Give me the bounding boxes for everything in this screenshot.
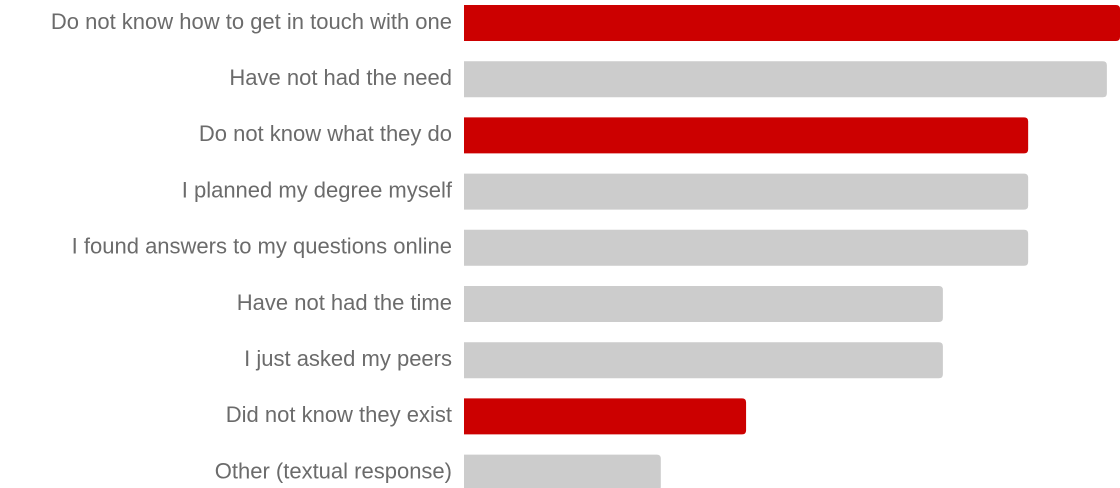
bar (464, 454, 661, 488)
bar (464, 342, 943, 379)
bar (464, 398, 747, 435)
bar (464, 286, 943, 322)
category-label: Have not had the need (229, 65, 452, 90)
bar (464, 173, 1029, 210)
bar (464, 5, 1120, 41)
bar (464, 117, 1029, 154)
category-label: Have not had the time (237, 290, 452, 315)
category-label: Other (textual response) (215, 458, 452, 483)
category-label: I just asked my peers (244, 346, 452, 371)
bar (464, 229, 1029, 266)
category-label: Do not know what they do (199, 121, 452, 146)
category-label: Did not know they exist (226, 402, 452, 427)
bar (464, 61, 1107, 98)
category-label: I found answers to my questions online (72, 234, 452, 259)
category-label: Do not know how to get in touch with one (51, 9, 452, 34)
category-label: I planned my degree myself (182, 177, 453, 202)
